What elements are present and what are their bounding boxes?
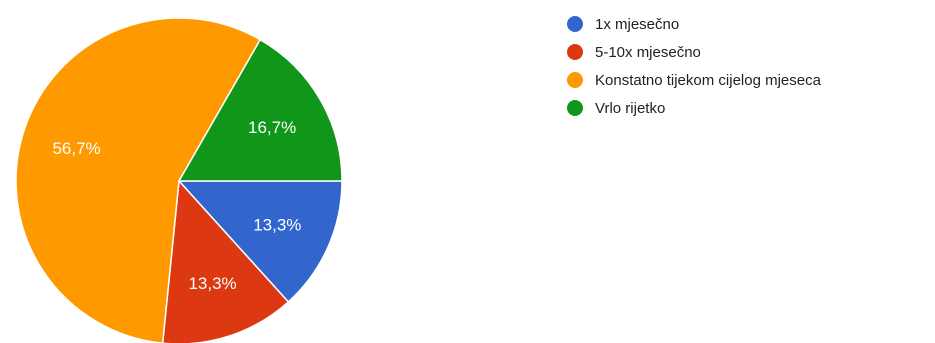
legend-item-konstatno-tijekom-cijelog-mjeseca[interactable]: Konstatno tijekom cijelog mjeseca xyxy=(567,72,822,89)
pie-slice-konstatno-tijekom-cijelog-mjeseca xyxy=(15,17,262,343)
slice-label-5-10x-mjesecno: 13,3% xyxy=(188,274,236,293)
legend-item-vrlo-rijetko[interactable]: Vrlo rijetko xyxy=(567,100,665,117)
pie-slice-1x-mjesecno xyxy=(177,180,343,303)
slice-label-konstatno-tijekom-cijelog-mjeseca: 56,7% xyxy=(52,139,100,158)
slice-label-vrlo-rijetko: 16,7% xyxy=(248,118,296,137)
slice-label-1x-mjesecno: 13,3% xyxy=(253,216,301,235)
legend-marker xyxy=(567,16,583,32)
legend-marker xyxy=(567,72,583,88)
legend-label: Konstatno tijekom cijelog mjeseca xyxy=(595,72,822,89)
legend-item-1x-mjesecno[interactable]: 1x mjesečno xyxy=(567,16,679,33)
legend-item-5-10x-mjesecno[interactable]: 5-10x mjesečno xyxy=(567,44,701,61)
legend-marker xyxy=(567,100,583,116)
legend-marker xyxy=(567,44,583,60)
legend: 1x mjesečno 5-10x mjesečno Konstatno tijek… xyxy=(567,16,822,117)
pie-slice-labels: 13,3% 13,3% 56,7% 16,7% xyxy=(52,118,301,293)
pie-slice-5-10x-mjesecno xyxy=(161,179,290,343)
legend-label: 5-10x mjesečno xyxy=(595,44,701,61)
legend-label: Vrlo rijetko xyxy=(595,100,665,117)
pie-slices xyxy=(15,17,343,343)
legend-label: 1x mjesečno xyxy=(595,16,679,33)
pie-slice-vrlo-rijetko xyxy=(177,38,343,182)
